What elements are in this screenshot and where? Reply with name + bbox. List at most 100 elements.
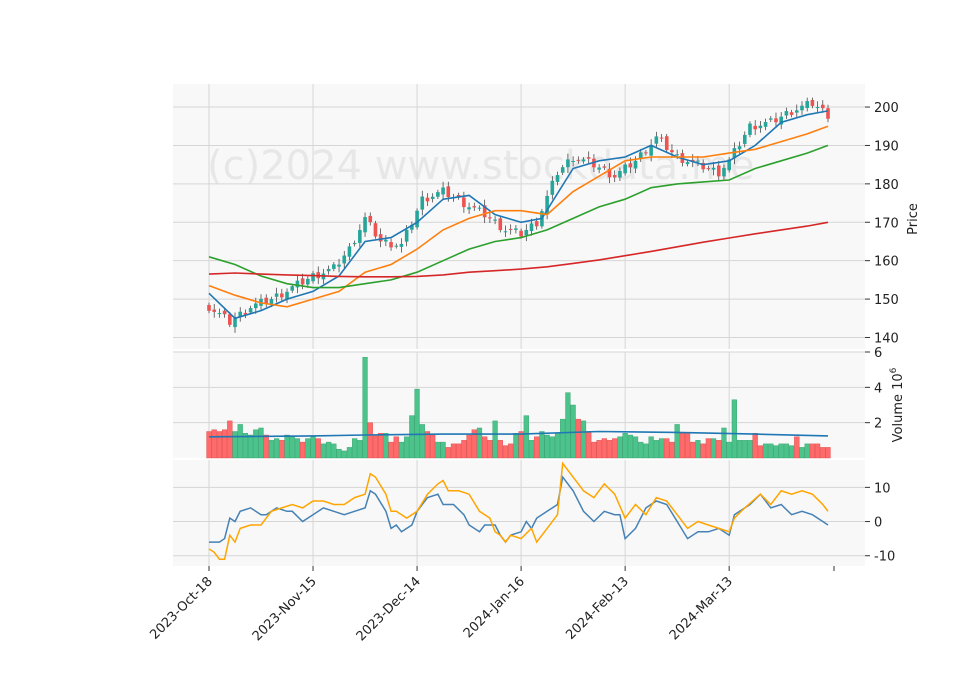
candle-body xyxy=(685,162,690,165)
oscillator-lines xyxy=(208,461,829,560)
volume-label-text: Volume 10 xyxy=(891,373,906,442)
volume-bar xyxy=(705,438,711,459)
oscillator-tick-label: -10 xyxy=(874,550,895,565)
volume-bar xyxy=(773,445,779,459)
candle-body xyxy=(789,112,794,115)
candle-body xyxy=(711,167,716,170)
volume-bar xyxy=(809,443,815,459)
volume-bar xyxy=(814,443,821,459)
moving-averages xyxy=(208,110,829,320)
candle-body xyxy=(737,146,742,150)
volume-bar xyxy=(206,431,212,459)
candle-body xyxy=(602,166,607,168)
date-tick-label: 2024-Jan-16 xyxy=(461,574,528,641)
volume-bar xyxy=(528,440,535,459)
candle-body xyxy=(269,299,274,305)
volume-bar xyxy=(825,447,831,459)
volume-bar xyxy=(424,431,431,459)
volume-tick-label: 4 xyxy=(874,381,882,396)
candle-body xyxy=(529,223,534,232)
candle-body xyxy=(326,268,331,272)
volume-bar xyxy=(398,441,405,459)
volume-bar xyxy=(346,447,353,459)
volume-bar xyxy=(716,440,722,459)
candle-body xyxy=(545,195,549,214)
volume-bar xyxy=(216,431,223,459)
volume-bar xyxy=(721,427,727,459)
volume-bar xyxy=(378,433,384,459)
volume-bar xyxy=(627,434,633,459)
volume-bar xyxy=(502,445,509,459)
candle-body xyxy=(430,196,435,200)
volume-bar xyxy=(445,447,451,459)
date-axis: 2023-Oct-18 2023-Nov-15 2023-Dec-14 2024-Ja… xyxy=(147,566,835,644)
date-tick-label: 2023-Oct-18 xyxy=(147,574,215,642)
candle-body xyxy=(248,308,253,313)
volume-bar xyxy=(476,427,483,459)
volume-bar xyxy=(362,357,368,459)
candle-body xyxy=(498,218,503,231)
volume-bar xyxy=(450,443,457,459)
volume-bar xyxy=(320,443,327,459)
volume-tick-label: 2 xyxy=(874,417,882,432)
volume-bar xyxy=(539,431,545,459)
volume-bar xyxy=(752,433,758,459)
volume-bar xyxy=(326,441,332,459)
price-candles xyxy=(207,97,830,333)
candle-body xyxy=(748,123,752,135)
volume-bar xyxy=(258,427,264,459)
candle-body xyxy=(774,118,778,123)
volume-bar xyxy=(591,441,597,459)
volume-bar xyxy=(294,438,301,459)
candle-body xyxy=(462,197,466,208)
candle-body xyxy=(514,228,518,230)
candle-body xyxy=(826,108,830,119)
volume-bar xyxy=(731,399,737,459)
candle-body xyxy=(659,137,664,139)
candle-body xyxy=(290,286,295,291)
candle-body xyxy=(415,210,419,228)
volume-bar xyxy=(508,443,514,459)
candle-body xyxy=(675,154,679,156)
candle-body xyxy=(207,305,211,311)
volume-bar xyxy=(393,436,399,459)
volume-bar xyxy=(726,441,732,459)
candle-body xyxy=(493,219,497,221)
volume-bar xyxy=(248,434,254,459)
watermark: (c)2024 www.stockdata.me xyxy=(207,143,754,189)
candle-body xyxy=(706,168,711,170)
volume-bar xyxy=(554,433,561,459)
volume-axis: 2 4 6 xyxy=(865,346,882,432)
candle-body xyxy=(805,101,809,109)
candle-body xyxy=(337,264,341,267)
volume-bar xyxy=(700,443,706,459)
price-tick-label: 180 xyxy=(874,178,899,193)
candle-body xyxy=(358,230,362,243)
candle-body xyxy=(701,162,705,170)
volume-bar xyxy=(222,429,228,459)
volume-bar xyxy=(513,433,519,459)
volume-bar xyxy=(253,429,259,459)
candle-body xyxy=(794,110,799,113)
volume-tick-label: 6 xyxy=(874,346,882,361)
candle-body xyxy=(378,234,383,242)
volume-label-exponent: 6 xyxy=(889,367,899,373)
price-tick-label: 150 xyxy=(874,293,899,308)
volume-bar xyxy=(430,434,436,459)
candle-body xyxy=(612,175,617,178)
candle-body xyxy=(566,159,570,168)
volume-bar xyxy=(653,440,659,459)
volume-bar xyxy=(669,441,675,459)
volume-bar xyxy=(632,436,639,459)
volume-bar xyxy=(747,440,753,459)
volume-bar xyxy=(456,443,462,459)
volume-bar xyxy=(263,434,269,459)
candle-body xyxy=(768,118,773,120)
candle-body xyxy=(228,314,232,325)
volume-bar xyxy=(232,431,238,459)
candle-body xyxy=(722,167,726,177)
price-axis-label: Price xyxy=(906,203,921,235)
volume-bar xyxy=(674,424,680,459)
